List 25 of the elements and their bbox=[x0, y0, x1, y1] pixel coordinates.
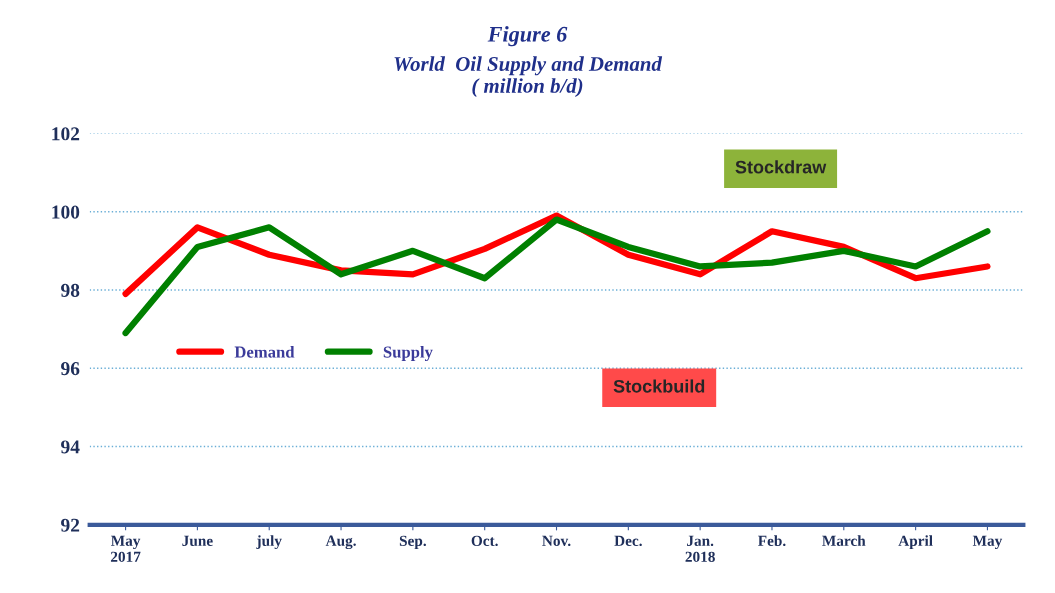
x-tick-label: May 2017 bbox=[110, 535, 141, 562]
annotation: Stockdraw bbox=[735, 160, 827, 174]
x-tick-label: july bbox=[256, 535, 282, 550]
chart-subtitle: World Oil Supply and Demand ( million b/d) bbox=[394, 56, 663, 98]
x-tick-label: March bbox=[822, 535, 866, 546]
chart-title: Figure 6 bbox=[487, 26, 568, 47]
x-tick-label: Sep. bbox=[399, 535, 426, 550]
legend-label: Supply bbox=[383, 345, 433, 362]
y-tick-label: 96 bbox=[61, 362, 80, 376]
x-tick-label: April bbox=[898, 535, 933, 550]
legend-label: Demand bbox=[234, 345, 295, 358]
y-tick-label: 98 bbox=[61, 283, 80, 297]
x-tick-label: Aug. bbox=[325, 535, 356, 550]
x-tick-label: Jan. 2018 bbox=[685, 535, 715, 562]
x-tick-label: Oct. bbox=[471, 535, 498, 547]
x-tick-label: June bbox=[182, 535, 213, 547]
y-tick-label: 92 bbox=[61, 518, 80, 532]
x-tick-label: Nov. bbox=[542, 535, 571, 547]
y-tick-label: 94 bbox=[61, 440, 80, 454]
y-tick-label: 102 bbox=[52, 127, 80, 141]
annotation: Stockbuild bbox=[613, 379, 705, 393]
x-tick-label: May bbox=[972, 535, 1003, 550]
x-tick-label: Dec. bbox=[614, 535, 642, 547]
x-tick-label: Feb. bbox=[758, 535, 786, 547]
y-tick-label: 100 bbox=[52, 205, 80, 219]
